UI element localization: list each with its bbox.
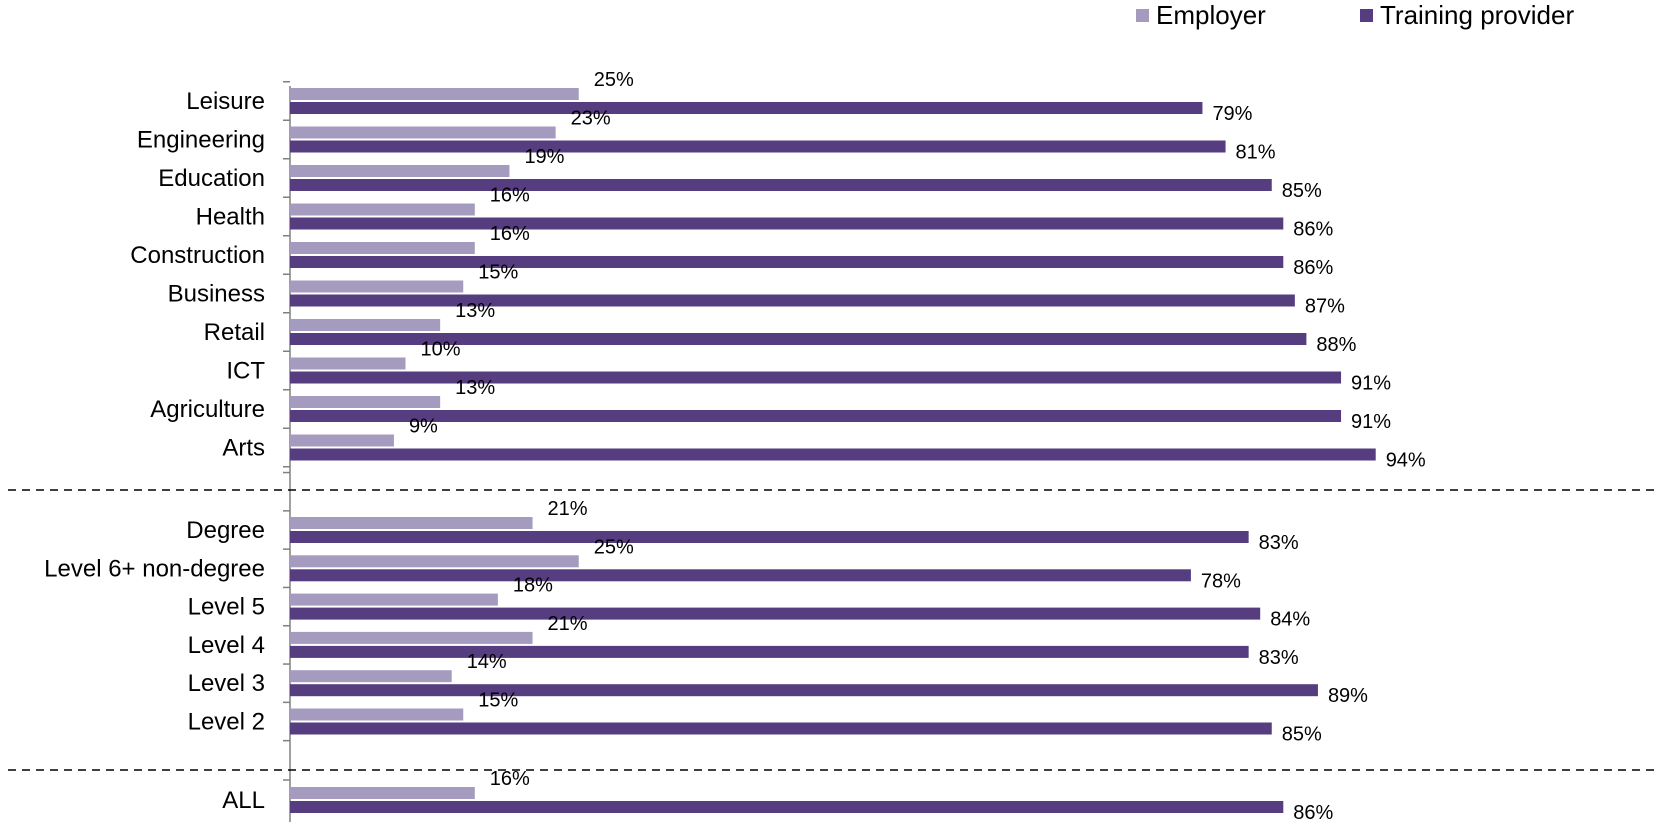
category-label-level-5: Level 5 (188, 594, 265, 621)
bar-employer-level-4 (290, 631, 533, 644)
bar-employer-health (290, 203, 475, 216)
bar-employer-engineering (290, 126, 556, 139)
bar-employer-business (290, 280, 464, 293)
bar-training-provider-education (290, 179, 1272, 191)
category-label-ict: ICT (226, 358, 265, 385)
value-label-employer-retail: 13% (455, 300, 495, 322)
category-label-level-2: Level 2 (188, 709, 265, 736)
bar-training-provider-arts (290, 448, 1376, 461)
bar-employer-construction (290, 242, 475, 254)
value-label-training-provider-engineering: 81% (1236, 142, 1276, 164)
value-label-employer-level-3: 14% (467, 651, 507, 673)
category-label-all: ALL (222, 787, 265, 814)
bar-training-provider-all (290, 801, 1284, 813)
value-label-training-provider-level-4: 83% (1259, 647, 1299, 669)
value-label-training-provider-leisure: 79% (1212, 103, 1252, 125)
bar-training-provider-level-4 (290, 645, 1249, 658)
legend-label: Training provider (1380, 0, 1574, 30)
value-label-employer-level-5: 18% (513, 575, 553, 597)
value-label-training-provider-construction: 86% (1293, 257, 1333, 279)
bar-training-provider-business (290, 294, 1295, 307)
category-label-education: Education (158, 165, 265, 192)
category-label-arts: Arts (222, 435, 265, 462)
value-label-employer-all: 16% (490, 768, 530, 790)
category-label-retail: Retail (204, 319, 265, 346)
legend-item-training-provider: Training provider (1360, 0, 1574, 30)
value-label-training-provider-health: 86% (1293, 219, 1333, 241)
value-label-employer-business: 15% (478, 262, 518, 284)
bar-training-provider-agriculture (290, 410, 1342, 422)
y-axis (283, 81, 291, 822)
bar-training-provider-level-2 (290, 722, 1272, 735)
value-label-employer-agriculture: 13% (455, 377, 495, 399)
bar-employer-all (290, 787, 475, 799)
bar-employer-level-5 (290, 593, 498, 606)
legend-item-employer: Employer (1136, 0, 1266, 30)
legend-swatch (1136, 9, 1149, 22)
category-label-level-4: Level 4 (188, 632, 265, 659)
value-label-training-provider-level-5: 84% (1270, 609, 1310, 631)
category-label-level-3: Level 3 (188, 670, 265, 697)
bar-training-provider-leisure (290, 102, 1203, 114)
labels: Leisure 25% 79% Engineering 23% 81% Education 1… (44, 69, 1426, 822)
value-label-employer-level-2: 15% (478, 690, 518, 712)
bar-employer-retail (290, 319, 441, 331)
category-label-engineering: Engineering (137, 127, 265, 154)
category-label-business: Business (168, 281, 265, 308)
bar-training-provider-ict (290, 371, 1342, 384)
value-label-training-provider-retail: 88% (1316, 334, 1356, 356)
bar-employer-arts (290, 434, 394, 447)
legend: Employer Training provider (1136, 0, 1574, 30)
legend-label: Employer (1156, 0, 1266, 30)
bar-training-provider-construction (290, 256, 1284, 268)
bar-training-provider-level-3 (290, 684, 1318, 697)
bar-employer-level-2 (290, 708, 464, 721)
value-label-training-provider-level-3: 89% (1328, 685, 1368, 707)
value-label-employer-degree: 21% (548, 498, 588, 520)
category-label-level-6-non-degree: Level 6+ non-degree (44, 555, 265, 582)
value-label-training-provider-degree: 83% (1259, 532, 1299, 554)
bar-training-provider-health (290, 217, 1284, 230)
category-label-degree: Degree (186, 517, 265, 544)
value-label-training-provider-level-2: 85% (1282, 724, 1322, 746)
group-separators (8, 489, 1656, 771)
bar-employer-degree (290, 517, 533, 529)
value-label-employer-engineering: 23% (571, 108, 611, 130)
value-label-employer-education: 19% (524, 146, 564, 168)
value-label-employer-construction: 16% (490, 223, 530, 245)
value-label-training-provider-business: 87% (1305, 296, 1345, 318)
value-label-training-provider-agriculture: 91% (1351, 411, 1391, 433)
value-label-employer-level-6-non-degree: 25% (594, 536, 634, 558)
bar-training-provider-level-6-non-degree (290, 569, 1191, 582)
bar-employer-agriculture (290, 396, 441, 408)
bar-training-provider-engineering (290, 140, 1226, 153)
bar-employer-level-3 (290, 670, 452, 683)
category-label-construction: Construction (130, 242, 265, 269)
value-label-training-provider-ict: 91% (1351, 373, 1391, 395)
bar-employer-ict (290, 357, 406, 370)
value-label-employer-ict: 10% (421, 339, 461, 361)
category-label-health: Health (196, 204, 265, 231)
value-label-employer-leisure: 25% (594, 69, 634, 91)
bar-employer-level-6-non-degree (290, 555, 579, 568)
value-label-employer-health: 16% (490, 185, 530, 207)
value-label-employer-arts: 9% (409, 416, 438, 438)
bar-employer-education (290, 165, 510, 177)
category-label-agriculture: Agriculture (150, 396, 265, 423)
value-label-employer-level-4: 21% (548, 613, 588, 635)
bar-training-provider-degree (290, 531, 1249, 543)
bars (290, 88, 1376, 813)
value-label-training-provider-level-6-non-degree: 78% (1201, 570, 1241, 592)
bar-training-provider-retail (290, 333, 1307, 345)
category-label-leisure: Leisure (186, 88, 265, 115)
bar-training-provider-level-5 (290, 607, 1261, 620)
legend-swatch (1360, 9, 1373, 22)
value-label-training-provider-arts: 94% (1386, 450, 1426, 472)
value-label-training-provider-education: 85% (1282, 180, 1322, 202)
value-label-training-provider-all: 86% (1293, 802, 1333, 822)
bar-employer-leisure (290, 88, 579, 100)
